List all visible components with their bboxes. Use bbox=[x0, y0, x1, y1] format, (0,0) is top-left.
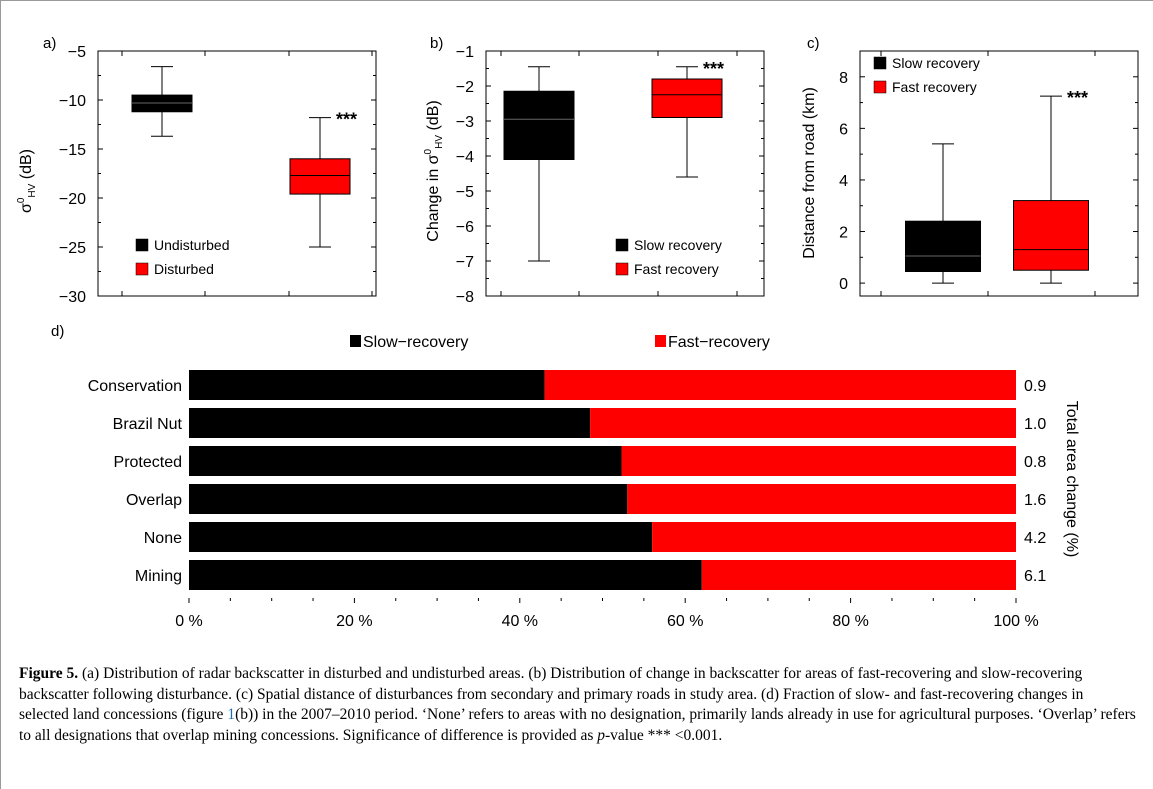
legend-label: Fast recovery bbox=[892, 79, 977, 95]
category-label: None bbox=[144, 530, 182, 547]
y-axis-label: Distance from road (km) bbox=[801, 87, 818, 259]
right-value-label: 4.2 bbox=[1024, 530, 1046, 547]
caption-figure-link[interactable]: 1 bbox=[227, 706, 236, 723]
right-value-label: 6.1 bbox=[1024, 568, 1046, 585]
bar-segment bbox=[189, 522, 653, 552]
y-tick-label: −7 bbox=[456, 254, 474, 271]
figure-caption: Figure 5. (a) Distribution of radar back… bbox=[19, 664, 1137, 746]
legend-swatch bbox=[655, 335, 666, 347]
x-tick-label: 60 % bbox=[667, 613, 703, 630]
panel-label: d) bbox=[51, 323, 64, 340]
significance-marker: *** bbox=[1067, 88, 1088, 108]
right-value-label: 1.0 bbox=[1024, 416, 1046, 433]
legend-label: Undisturbed bbox=[154, 237, 230, 253]
bar-segment bbox=[590, 408, 1016, 438]
y-tick-label: −4 bbox=[456, 149, 474, 166]
legend-label: Slow recovery bbox=[892, 55, 980, 71]
panel-b: b) −8 −7 −6 −5 −4 −3 −2 −1 Change in σ0HV (dB) ***… bbox=[423, 35, 765, 306]
bar-segment bbox=[189, 446, 622, 476]
bar-segment bbox=[544, 370, 1016, 400]
category-label: Mining bbox=[135, 568, 182, 585]
y-tick-label: 0 bbox=[839, 276, 848, 293]
box-fast-recovery bbox=[1013, 200, 1089, 271]
box-disturbed bbox=[289, 158, 351, 195]
legend-swatch bbox=[135, 238, 149, 252]
caption-text-3: -value *** <0.001. bbox=[604, 726, 723, 744]
x-tick-label: 40 % bbox=[502, 613, 538, 630]
box-slow-recovery bbox=[905, 220, 981, 272]
y-tick-label: −8 bbox=[456, 289, 474, 306]
bar-segment bbox=[627, 484, 1016, 514]
caption-pvalue-symbol: p bbox=[597, 726, 605, 744]
y-tick-label: −3 bbox=[456, 114, 474, 131]
right-value-label: 0.9 bbox=[1024, 378, 1046, 395]
legend-swatch bbox=[135, 262, 149, 276]
category-label: Conservation bbox=[88, 378, 182, 395]
bar-segment bbox=[621, 446, 1016, 476]
y-tick-label: −6 bbox=[456, 219, 474, 236]
y-tick-label: −5 bbox=[456, 184, 474, 201]
x-tick-label: 80 % bbox=[832, 613, 868, 630]
bar-segment bbox=[189, 484, 628, 514]
y-tick-label: 6 bbox=[839, 121, 848, 138]
y-tick-label: −20 bbox=[59, 191, 86, 208]
y-tick-label: −10 bbox=[59, 93, 86, 110]
y-tick-label: −1 bbox=[456, 44, 474, 61]
panel-label: b) bbox=[430, 35, 443, 52]
right-value-label: 0.8 bbox=[1024, 454, 1046, 471]
plot-frame bbox=[859, 50, 1139, 297]
legend-swatch bbox=[873, 56, 887, 70]
panel-label: c) bbox=[807, 35, 820, 52]
caption-text-1: (a) Distribution of radar backscatter in… bbox=[19, 665, 1084, 723]
bar-segment bbox=[652, 522, 1016, 552]
y-tick-label: −30 bbox=[59, 289, 86, 306]
bar-segment bbox=[189, 560, 702, 590]
panel-label: a) bbox=[43, 35, 56, 52]
caption-label: Figure 5. bbox=[19, 665, 79, 682]
panel-a: a) −30 −25 −20 −15 −10 −5 σ0HV (dB) *** Undisturb… bbox=[16, 35, 377, 306]
y-tick-label: 8 bbox=[839, 70, 848, 87]
caption-text-2: (b)) in the 2007–2010 period. ‘None’ ref… bbox=[19, 706, 1136, 744]
significance-marker: *** bbox=[703, 59, 724, 79]
right-axis-label: Total area change (%) bbox=[1063, 401, 1080, 558]
y-tick-label: −2 bbox=[456, 79, 474, 96]
legend-label: Slow recovery bbox=[634, 237, 722, 253]
category-label: Overlap bbox=[126, 492, 182, 509]
bar-segment bbox=[701, 560, 1016, 590]
legend-label: Disturbed bbox=[154, 261, 214, 277]
y-tick-label: −25 bbox=[59, 240, 86, 257]
y-tick-label: 4 bbox=[839, 173, 848, 190]
box-slow-recovery bbox=[503, 90, 575, 160]
panel-c: c) 0 2 4 6 8 Distance from road (km) *** Slow re… bbox=[801, 35, 1139, 297]
legend-label: Fast recovery bbox=[634, 261, 719, 277]
bar-segment bbox=[189, 370, 545, 400]
bar-segment bbox=[189, 408, 591, 438]
right-value-label: 1.6 bbox=[1024, 492, 1046, 509]
x-tick-label: 100 % bbox=[993, 613, 1038, 630]
x-tick-label: 20 % bbox=[336, 613, 372, 630]
y-axis-label: σ0HV (dB) bbox=[16, 149, 38, 213]
legend-swatch bbox=[350, 335, 361, 347]
y-axis-label: Change in σ0HV (dB) bbox=[423, 100, 445, 241]
x-tick-label: 0 % bbox=[175, 613, 203, 630]
legend-label: Slow−recovery bbox=[363, 334, 468, 351]
significance-marker: *** bbox=[336, 110, 357, 130]
y-tick-label: 2 bbox=[839, 225, 848, 242]
y-tick-label: −5 bbox=[68, 44, 86, 61]
category-label: Protected bbox=[114, 454, 182, 471]
legend-swatch bbox=[615, 262, 629, 276]
y-tick-label: −15 bbox=[59, 142, 86, 159]
legend-swatch bbox=[615, 238, 629, 252]
category-label: Brazil Nut bbox=[113, 416, 183, 433]
panel-d: d) Slow−recovery Fast−recovery Conservation… bbox=[51, 323, 1080, 630]
legend-swatch bbox=[873, 80, 887, 94]
box-fast-recovery bbox=[651, 78, 723, 118]
legend-label: Fast−recovery bbox=[668, 334, 770, 351]
